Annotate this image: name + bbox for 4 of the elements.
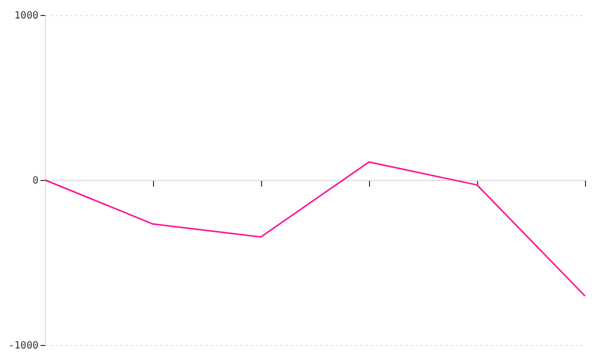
line-series bbox=[44, 161, 586, 297]
y-tick-label: 1000 bbox=[14, 10, 38, 22]
y-tick-label: 0 bbox=[32, 176, 38, 186]
y-tick-label: -1000 bbox=[8, 340, 38, 352]
